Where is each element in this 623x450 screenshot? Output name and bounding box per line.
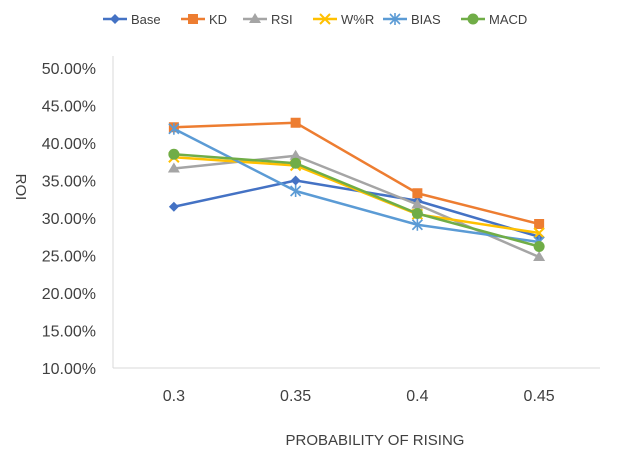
legend-marker-macd	[467, 13, 479, 25]
data-point-rsi	[167, 162, 180, 173]
legend-marker-wr	[319, 13, 331, 25]
x-tick-label: 0.4	[406, 388, 428, 405]
data-point-macd	[168, 148, 180, 160]
y-tick-label: 50.00%	[42, 61, 96, 78]
data-point-bias	[411, 218, 423, 231]
series-line-rsi	[173, 154, 540, 259]
y-tick-label: 35.00%	[42, 174, 96, 191]
series-layer	[167, 117, 546, 261]
y-tick-label: 45.00%	[42, 99, 96, 116]
legend-label-wr: W%R	[341, 12, 374, 27]
y-axis-title: ROI	[12, 174, 29, 201]
legend-marker-base	[110, 14, 120, 24]
series-macd	[168, 148, 545, 252]
x-tick-label: 0.35	[280, 388, 311, 405]
legend-item-bias: BIAS	[383, 12, 441, 27]
data-point-bias	[290, 185, 302, 197]
legend-label-bias: BIAS	[411, 12, 441, 27]
legend-item-rsi: RSI	[243, 12, 293, 27]
y-axis: 10.00% 15.00% 20.00% 25.00% 30.00% 35.00% 40.0…	[42, 56, 114, 378]
data-point-bias	[168, 122, 180, 135]
legend-item-kd: KD	[181, 12, 227, 27]
legend-item-macd: MACD	[461, 12, 527, 27]
legend-marker-rsi	[249, 13, 261, 23]
data-point-kd	[412, 188, 423, 199]
data-point-base	[168, 201, 179, 212]
legend-marker-bias	[389, 13, 401, 25]
legend-label-rsi: RSI	[271, 12, 293, 27]
data-point-macd	[290, 157, 302, 169]
y-tick-label: 10.00%	[42, 361, 96, 378]
y-tick-label: 40.00%	[42, 136, 96, 153]
series-line-wr	[173, 156, 540, 235]
x-tick-label: 0.3	[163, 388, 185, 405]
data-point-kd	[534, 219, 545, 229]
legend-label-base: Base	[131, 12, 161, 27]
legend-label-macd: MACD	[489, 12, 527, 27]
y-tick-label: 25.00%	[42, 249, 96, 266]
data-point-kd	[290, 117, 301, 128]
legend-label-kd: KD	[209, 12, 227, 27]
chart-legend: Base KD RSI W%R BIAS MACD	[103, 12, 527, 27]
data-point-macd	[533, 241, 545, 252]
series-line-macd	[173, 153, 540, 248]
data-point-macd	[411, 208, 423, 219]
series-kd	[168, 117, 545, 229]
x-tick-label: 0.45	[524, 388, 555, 405]
x-axis-title: PROBABILITY OF RISING	[286, 432, 465, 449]
series-rsi	[167, 149, 546, 261]
data-point-base	[290, 175, 301, 186]
y-tick-label: 30.00%	[42, 211, 96, 228]
series-line-kd	[173, 121, 540, 226]
y-tick-label: 20.00%	[42, 286, 96, 303]
data-point-wr	[533, 227, 545, 239]
legend-marker-kd	[188, 14, 198, 24]
y-tick-label: 15.00%	[42, 324, 96, 341]
legend-item-base: Base	[103, 12, 161, 27]
series-bias	[168, 122, 545, 248]
data-point-rsi	[289, 149, 302, 160]
data-point-rsi	[533, 251, 546, 261]
legend-item-wr: W%R	[313, 12, 374, 27]
data-point-rsi	[411, 198, 424, 209]
x-axis: 0.3 0.35 0.4 0.45	[113, 367, 600, 405]
